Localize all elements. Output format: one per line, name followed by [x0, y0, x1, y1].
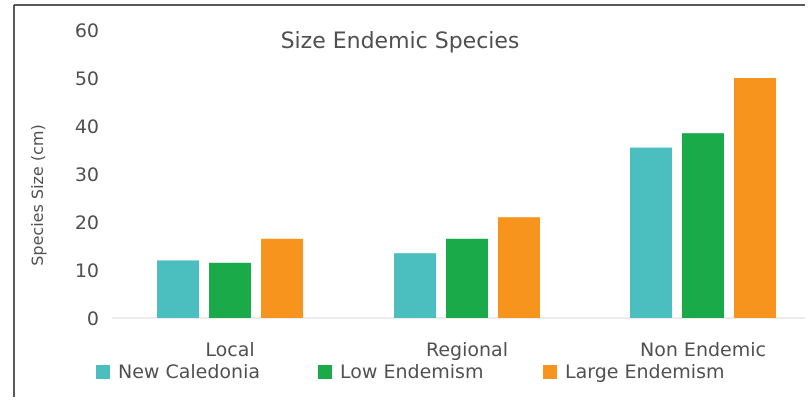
x-tick-labels: Local Regional Non Endemic: [205, 339, 766, 361]
bar-low-endemism-non-endemic: [682, 133, 724, 318]
bar-new-caledonia-regional: [394, 253, 436, 318]
bar-new-caledonia-local: [157, 260, 199, 318]
bar-large-endemism-local: [261, 238, 303, 318]
bar-large-endemism-regional: [498, 217, 540, 318]
y-axis-label: Species Size (cm): [28, 124, 47, 265]
bars: [157, 78, 776, 318]
y-tick-label: 30: [75, 164, 99, 186]
bar-low-endemism-regional: [446, 238, 488, 318]
chart-title: Size Endemic Species: [281, 29, 520, 54]
y-tick-label: 20: [75, 212, 99, 234]
legend-label: Low Endemism: [340, 361, 483, 383]
x-tick-label: Regional: [426, 339, 508, 361]
legend: New Caledonia Low Endemism Large Endemism: [96, 361, 725, 383]
y-tick-label: 50: [75, 68, 99, 90]
bar-new-caledonia-non-endemic: [630, 147, 672, 318]
y-tick-label: 40: [75, 116, 99, 138]
y-tick-label: 0: [87, 308, 99, 330]
legend-label: New Caledonia: [118, 361, 260, 383]
legend-label: Large Endemism: [565, 361, 725, 383]
y-tick-label: 60: [75, 20, 99, 42]
y-tick-labels: 0 10 20 30 40 50 60: [75, 20, 99, 330]
x-tick-label: Local: [205, 339, 254, 361]
legend-swatch: [96, 365, 110, 379]
bar-large-endemism-non-endemic: [734, 78, 776, 318]
bar-low-endemism-local: [209, 262, 251, 318]
legend-swatch: [318, 365, 332, 379]
x-tick-label: Non Endemic: [640, 339, 766, 361]
y-tick-label: 10: [75, 260, 99, 282]
legend-swatch: [543, 365, 557, 379]
